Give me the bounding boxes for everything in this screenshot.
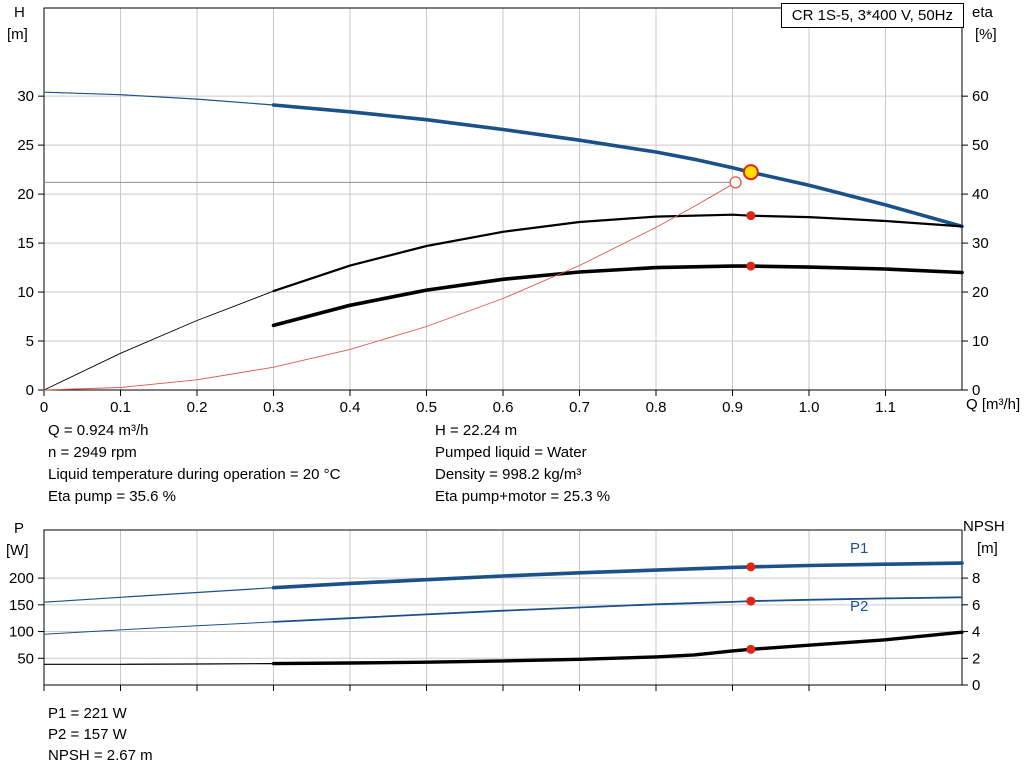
head-axis-title: H xyxy=(14,4,25,21)
p2-curve-label: P2 xyxy=(850,598,869,615)
info-liquid-temperature: Liquid temperature during operation = 20… xyxy=(48,466,341,483)
p1-curve xyxy=(271,561,964,590)
x-tick-label: 1.1 xyxy=(875,399,896,416)
eta-pump-motor-duty-dot xyxy=(746,261,756,271)
info-p1: P1 = 221 W xyxy=(48,705,127,722)
left-tick-label: 10 xyxy=(17,284,34,301)
npsh-duty-dot xyxy=(746,644,756,654)
left-tick-label: 5 xyxy=(26,333,34,350)
x-tick-label: 0.3 xyxy=(263,399,284,416)
left-tick-label: 25 xyxy=(17,137,34,154)
left-tick-label: 15 xyxy=(17,235,34,252)
head-axis-unit: [m] xyxy=(7,26,28,43)
eta-pump-duty-dot xyxy=(746,211,756,221)
info-head: H = 22.24 m xyxy=(435,422,518,439)
npsh-axis-unit: [m] xyxy=(977,540,998,557)
hq-eta-chart-svg: 0 5 10 15 20 25 30 0 10 20 30 40 50 60 0 0.1 0.2 0.3 0.4 0.… xyxy=(17,7,989,416)
eta-axis-unit: [%] xyxy=(975,26,997,43)
right-tick-label: 0 xyxy=(972,677,980,694)
qh-curve xyxy=(271,103,964,229)
left-tick-label: 0 xyxy=(26,382,34,399)
npsh-curve xyxy=(43,663,275,665)
system-curve xyxy=(43,181,737,391)
left-tick-label: 150 xyxy=(9,597,34,614)
right-tick-label: 2 xyxy=(972,650,980,667)
left-tick-label: 50 xyxy=(17,650,34,667)
p1-curve-label: P1 xyxy=(850,540,869,557)
right-tick-label: 0 xyxy=(972,382,980,399)
duty-info-right-column: H = 22.24 m Pumped liquid = Water Densit… xyxy=(435,420,610,508)
qh-curve xyxy=(43,91,275,106)
eta-pump-motor-curve xyxy=(271,264,964,328)
x-tick-label: 0.2 xyxy=(187,399,208,416)
info-p2: P2 = 157 W xyxy=(48,726,127,743)
x-tick-label: 0.8 xyxy=(646,399,667,416)
left-tick-label: 200 xyxy=(9,570,34,587)
eta-axis-title: eta xyxy=(972,4,993,21)
info-speed: n = 2949 rpm xyxy=(48,444,137,461)
power-info-column: P1 = 221 W P2 = 157 W NPSH = 2.67 m xyxy=(48,703,153,766)
npsh-curve xyxy=(271,630,964,666)
x-tick-label: 0.9 xyxy=(722,399,743,416)
p2-curve xyxy=(272,596,963,623)
right-tick-label: 40 xyxy=(972,186,989,203)
x-tick-label: 0.4 xyxy=(340,399,361,416)
duty-info-left-column: Q = 0.924 m³/h n = 2949 rpm Liquid tempe… xyxy=(48,420,340,508)
eta-pump-curve xyxy=(43,290,274,391)
x-tick-label: 0.6 xyxy=(493,399,514,416)
p2-duty-dot xyxy=(746,596,756,606)
p1-curve xyxy=(43,587,275,603)
x-tick-label: 0 xyxy=(40,399,48,416)
x-tick-label: 0.1 xyxy=(110,399,131,416)
info-eta-pump: Eta pump = 35.6 % xyxy=(48,488,176,505)
info-pumped-liquid: Pumped liquid = Water xyxy=(435,444,587,461)
info-eta-pump-motor: Eta pump+motor = 25.3 % xyxy=(435,488,611,505)
x-tick-label: 0.7 xyxy=(569,399,590,416)
requested-duty-point xyxy=(729,176,742,189)
duty-point xyxy=(742,164,759,181)
power-axis-title: P xyxy=(14,520,25,537)
right-tick-label: 50 xyxy=(972,137,989,154)
x-tick-label: 0.5 xyxy=(416,399,437,416)
p1-duty-dot xyxy=(746,562,756,572)
eta-pump-curve xyxy=(272,213,964,293)
right-tick-label: 10 xyxy=(972,333,989,350)
left-tick-label: 30 xyxy=(17,88,34,105)
flow-axis-title: Q [m³/h] xyxy=(966,396,1021,413)
right-tick-label: 8 xyxy=(972,570,980,587)
right-tick-label: 4 xyxy=(972,624,980,641)
right-tick-label: 6 xyxy=(972,597,980,614)
power-axis-unit: [W] xyxy=(6,542,29,559)
right-tick-label: 60 xyxy=(972,88,989,105)
npsh-axis-title: NPSH xyxy=(963,518,1005,535)
right-tick-label: 30 xyxy=(972,235,989,252)
left-tick-label: 100 xyxy=(9,624,34,641)
info-npsh: NPSH = 2.67 m xyxy=(48,747,153,764)
right-tick-label: 20 xyxy=(972,284,989,301)
power-npsh-chart-svg: 50 100 150 200 0 2 4 6 8 xyxy=(9,529,980,694)
left-tick-label: 20 xyxy=(17,186,34,203)
info-flow: Q = 0.924 m³/h xyxy=(48,422,149,439)
info-density: Density = 998.2 kg/m³ xyxy=(435,466,582,483)
p2-curve xyxy=(43,621,274,635)
x-tick-label: 1.0 xyxy=(799,399,820,416)
pump-title-box: CR 1S-5, 3*400 V, 50Hz xyxy=(780,3,964,28)
